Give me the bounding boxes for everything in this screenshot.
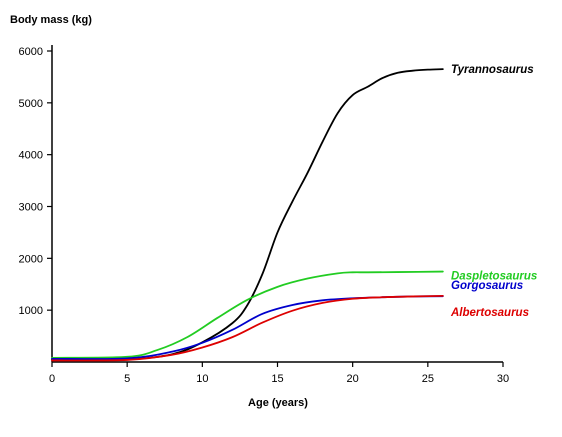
series-label-tyrannosaurus: Tyrannosaurus (451, 64, 534, 76)
series-label-gorgosaurus: Gorgosaurus (451, 280, 523, 292)
x-tick-label: 20 (347, 373, 359, 385)
x-tick-label: 25 (422, 373, 434, 385)
y-tick-label: 3000 (19, 202, 43, 214)
series-label-albertosaurus: Albertosaurus (450, 307, 529, 319)
y-tick-label: 2000 (19, 253, 43, 265)
y-axis-title: Body mass (kg) (10, 14, 92, 26)
x-tick-label: 15 (271, 373, 283, 385)
series-label-daspletosaurus: Daspletosaurus (451, 271, 537, 283)
series-line-daspletosaurus (51, 270, 444, 359)
y-tick-label: 6000 (19, 46, 43, 58)
y-tick-label: 1000 (19, 305, 43, 317)
series-line-tyrannosaurus (51, 68, 444, 361)
x-tick-label: 0 (49, 373, 55, 385)
y-tick-label: 5000 (19, 98, 43, 110)
x-tick-label: 10 (196, 373, 208, 385)
series-lines (51, 68, 444, 362)
y-axis-ticks: 1000 2000 3000 4000 5000 6000 (19, 46, 52, 317)
y-tick-label: 4000 (19, 150, 43, 162)
x-axis-ticks: 0 5 10 15 20 25 30 (49, 362, 509, 385)
x-tick-label: 30 (497, 373, 509, 385)
series-line-albertosaurus (51, 295, 444, 362)
x-axis-title: Age (years) (248, 397, 308, 409)
x-tick-label: 5 (124, 373, 130, 385)
